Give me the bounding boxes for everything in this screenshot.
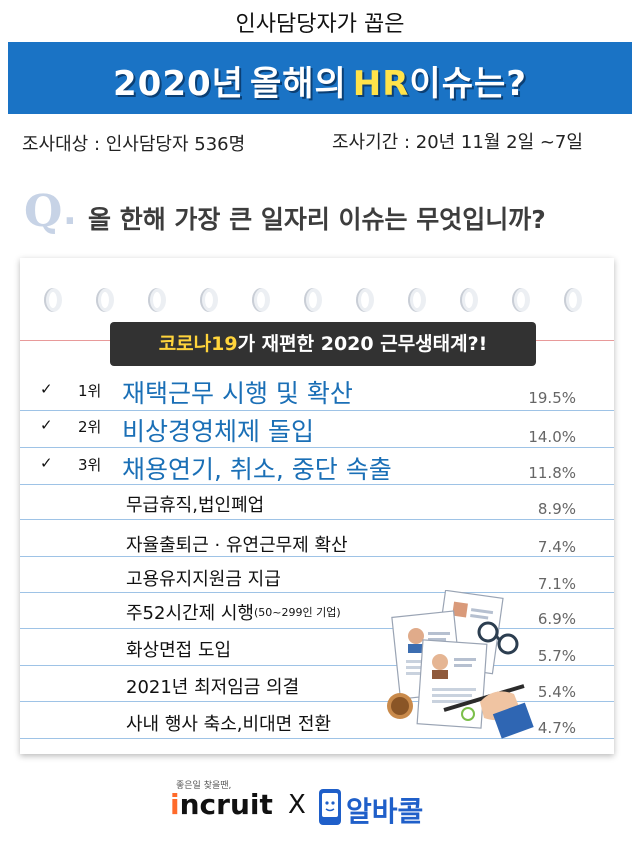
- ring-hole: [96, 288, 114, 312]
- issue-percent: 4.7%: [537, 719, 576, 737]
- issue-percent: 11.8%: [528, 464, 576, 482]
- check-icon: ✓: [40, 380, 53, 398]
- incruit-text: ncruit: [179, 788, 273, 821]
- row-divider: [20, 738, 614, 739]
- question-text: 올 한해 가장 큰 일자리 이슈는 무엇입니까?: [88, 205, 546, 234]
- banner-word: 올해의: [249, 64, 347, 104]
- row-divider: [20, 484, 614, 485]
- banner-year: 2020년: [113, 64, 244, 104]
- issue-label: 무급휴직,법인폐업: [126, 495, 265, 516]
- row-divider: [20, 410, 614, 411]
- issue-label: 자율출퇴근 · 유연근무제 확산: [126, 535, 348, 556]
- row-divider: [20, 447, 614, 448]
- issue-percent: 7.4%: [537, 538, 576, 556]
- row-divider: [20, 592, 614, 593]
- ring-hole: [252, 288, 270, 312]
- issue-percent: 5.7%: [537, 647, 576, 665]
- rank-label: 2위: [78, 418, 102, 436]
- banner-hr: HR: [352, 64, 410, 104]
- phone-icon: [319, 789, 341, 825]
- issue-label: 사내 행사 축소,비대면 전환: [126, 714, 332, 735]
- issue-percent: 14.0%: [528, 428, 576, 446]
- ring-hole: [512, 288, 530, 312]
- ring-hole: [148, 288, 166, 312]
- q-dot: .: [63, 192, 77, 233]
- ring-hole: [564, 288, 582, 312]
- issue-percent: 8.9%: [537, 500, 576, 518]
- issue-percent: 5.4%: [537, 683, 576, 701]
- title-banner: 2020년 올해의 HR이슈는?: [8, 42, 632, 114]
- ring-hole: [408, 288, 426, 312]
- row-divider: [20, 628, 614, 629]
- row-divider: [20, 701, 614, 702]
- top-title: 인사담당자가 꼽은: [235, 12, 405, 37]
- ring-hole: [200, 288, 218, 312]
- issue-label: 주52시간제 시행(50~299인 기업): [126, 599, 341, 625]
- q-mark: Q: [24, 186, 63, 237]
- row-divider: [20, 556, 614, 557]
- issue-label: 채용연기, 취소, 중단 속출: [122, 455, 392, 484]
- survey-target: 조사대상 : 인사담당자 536명: [22, 134, 246, 155]
- ring-hole: [356, 288, 374, 312]
- issue-percent: 7.1%: [537, 575, 576, 593]
- survey-period: 조사기간 : 20년 11월 2일 ~7일: [332, 132, 583, 153]
- footer-tagline: 좋은일 찾을땐,: [176, 781, 232, 791]
- issue-label: 화상면접 도입: [126, 640, 232, 661]
- row-divider: [20, 519, 614, 520]
- issue-percent: 19.5%: [528, 389, 576, 407]
- issue-label: 고용유지지원금 지급: [126, 569, 281, 590]
- banner-issue: 이슈는?: [409, 64, 527, 104]
- collab-x: X: [288, 790, 306, 820]
- issue-label-text: 주52시간제 시행: [126, 603, 254, 624]
- issue-label: 비상경영체제 돌입: [122, 417, 314, 446]
- rank-label: 3위: [78, 456, 102, 474]
- issue-percent: 6.9%: [537, 610, 576, 628]
- subtitle-text: 가 재편한 2020 근무생태계?!: [237, 333, 488, 355]
- check-icon: ✓: [40, 454, 53, 472]
- incruit-i: i: [170, 788, 180, 821]
- issue-note: (50~299인 기업): [254, 606, 341, 619]
- subtitle-highlight: 코로나19: [158, 333, 238, 355]
- rank-label: 1위: [78, 382, 102, 400]
- banner-title: 2020년 올해의 HR이슈는?: [8, 56, 632, 105]
- ring-hole: [44, 288, 62, 312]
- incruit-logo: incruit: [170, 788, 273, 821]
- ring-hole: [460, 288, 478, 312]
- row-divider: [20, 665, 614, 666]
- resume-illustration-icon: [387, 590, 534, 739]
- issue-label: 재택근무 시행 및 확산: [122, 379, 353, 408]
- albacall-logo: 알바콜: [346, 795, 424, 828]
- issue-label: 2021년 최저임금 의결: [126, 677, 300, 698]
- check-icon: ✓: [40, 416, 53, 434]
- subtitle-box: 코로나19가 재편한 2020 근무생태계?!: [110, 322, 536, 366]
- ring-hole: [304, 288, 322, 312]
